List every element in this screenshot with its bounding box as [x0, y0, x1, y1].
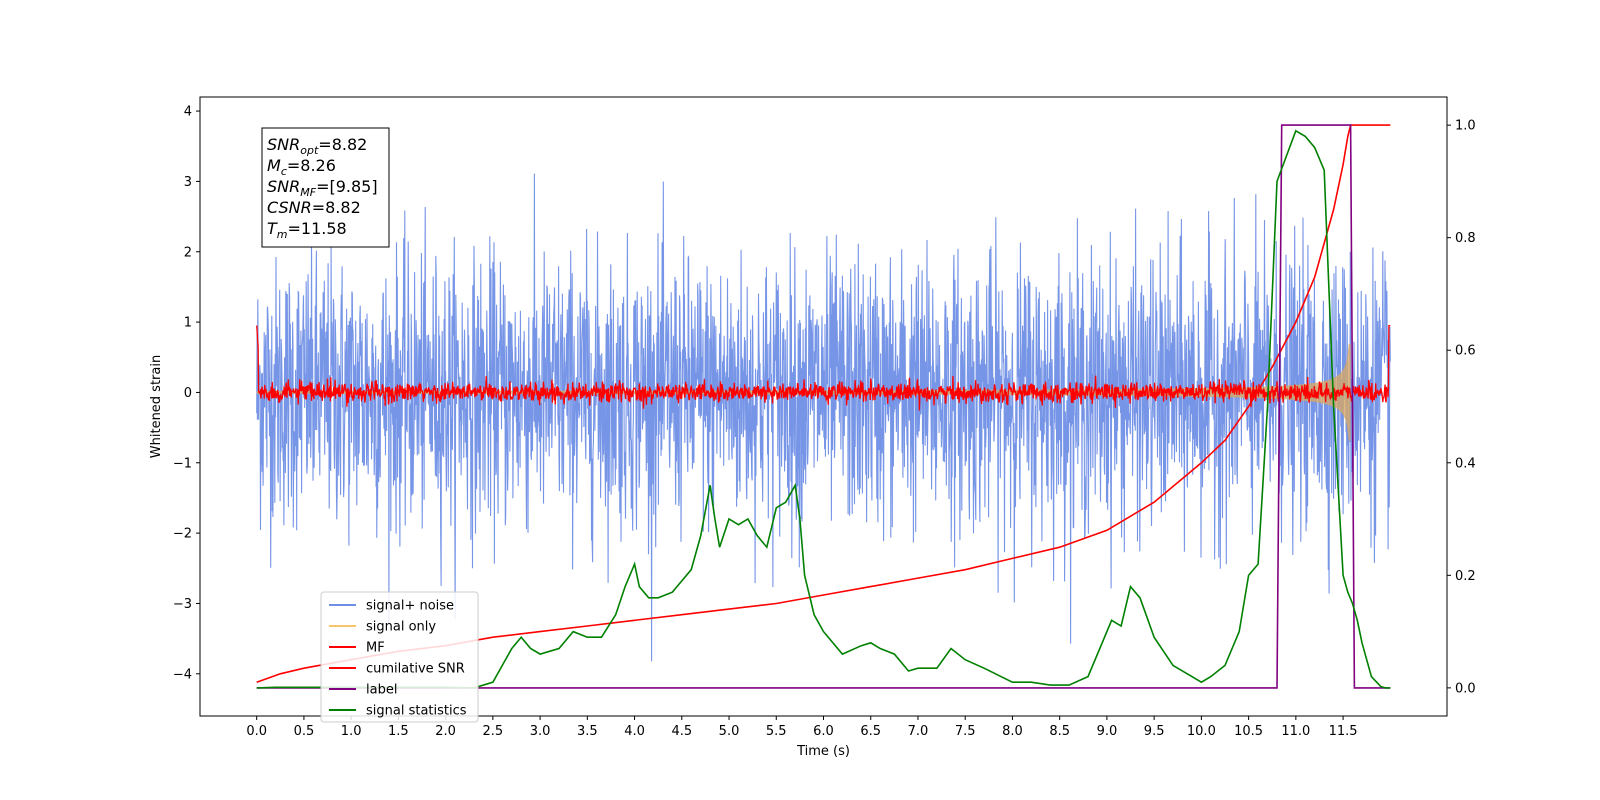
- x-tick-label: 4.5: [671, 724, 692, 739]
- y-tick-label: 1: [184, 316, 192, 331]
- y-tick-label: 2: [184, 245, 192, 260]
- x-tick-label: 1.5: [388, 724, 409, 739]
- info-value: =11.58: [288, 219, 347, 238]
- info-line: SNRMF=[9.85]: [267, 177, 378, 199]
- x-tick-label: 9.0: [1097, 724, 1118, 739]
- x-tick-label: 4.0: [624, 724, 645, 739]
- x-tick-label: 1.0: [341, 724, 362, 739]
- x-tick-label: 8.5: [1049, 724, 1070, 739]
- info-symbol: M: [267, 156, 281, 175]
- info-subscript: m: [277, 228, 288, 241]
- y-tick-label: −4: [173, 667, 192, 682]
- y-right-tick-label: 1.0: [1455, 119, 1476, 134]
- y-tick-label: 4: [184, 105, 192, 120]
- x-tick-label: 6.5: [860, 724, 881, 739]
- y-right-tick-label: 0.6: [1455, 344, 1476, 359]
- x-tick-label: 2.5: [483, 724, 504, 739]
- x-tick-label: 0.5: [294, 724, 315, 739]
- x-tick-label: 3.0: [530, 724, 551, 739]
- info-value: =[9.85]: [316, 177, 378, 196]
- info-line: SNRopt=8.82: [267, 135, 367, 157]
- legend-item-label: signal statistics: [366, 704, 467, 719]
- info-value: =8.26: [287, 156, 336, 175]
- signal-statistics-series: [256, 129, 1391, 689]
- info-box: SNRopt=8.82Mc=8.26SNRMF=[9.85]CSNR=8.82T…: [261, 127, 390, 248]
- legend-item-label: MF: [366, 641, 385, 656]
- x-tick-label: 11.0: [1281, 724, 1310, 739]
- legend: signal+ noise signal only MF cumilative SNR…: [320, 591, 479, 723]
- x-tick-label: 6.0: [813, 724, 834, 739]
- y-right-tick-label: 0.4: [1455, 456, 1476, 471]
- y-right-tick-label: 0.0: [1455, 681, 1476, 696]
- x-tick-label: 7.5: [955, 724, 976, 739]
- mf-series: [256, 324, 1391, 411]
- legend-item-label: signal+ noise: [366, 599, 454, 614]
- x-tick-label: 9.5: [1144, 724, 1165, 739]
- info-symbol: SNR: [267, 135, 300, 154]
- x-tick-label: 10.0: [1187, 724, 1216, 739]
- info-line: Mc=8.26: [267, 156, 336, 178]
- y-tick-label: 3: [184, 175, 192, 190]
- info-subscript: opt: [300, 144, 319, 157]
- y-tick-label: −1: [173, 456, 192, 471]
- x-tick-label: 2.0: [435, 724, 456, 739]
- info-symbol: T: [267, 219, 278, 238]
- x-tick-label: 10.5: [1234, 724, 1263, 739]
- x-tick-label: 0.0: [246, 724, 267, 739]
- info-subscript: c: [281, 165, 287, 178]
- y-tick-label: 0: [184, 386, 192, 401]
- y-right-tick-label: 0.8: [1455, 231, 1476, 246]
- info-subscript: MF: [300, 186, 316, 199]
- x-tick-label: 5.5: [766, 724, 787, 739]
- info-line: CSNR=8.82: [267, 198, 361, 217]
- y-tick-label: −3: [173, 597, 192, 612]
- x-tick-label: 5.0: [719, 724, 740, 739]
- x-tick-label: 7.0: [908, 724, 929, 739]
- legend-item-label: cumilative SNR: [366, 662, 465, 677]
- info-value: =8.82: [312, 198, 361, 217]
- info-value: =8.82: [318, 135, 367, 154]
- y-axis-label: Whitened strain: [149, 355, 164, 458]
- info-line: Tm=11.58: [267, 219, 347, 241]
- y-right-tick-label: 0.2: [1455, 569, 1476, 584]
- info-symbol: CSNR: [267, 198, 312, 217]
- x-tick-label: 11.5: [1329, 724, 1358, 739]
- x-axis-label: Time (s): [796, 744, 850, 759]
- legend-item-label: label: [366, 683, 397, 698]
- info-box-frame: [261, 127, 390, 248]
- legend-frame: [320, 591, 479, 723]
- x-tick-label: 8.0: [1002, 724, 1023, 739]
- legend-item-label: signal only: [366, 620, 436, 635]
- info-symbol: SNR: [267, 177, 300, 196]
- x-tick-label: 3.5: [577, 724, 598, 739]
- y-tick-label: −2: [173, 527, 192, 542]
- label-series: [256, 124, 1391, 689]
